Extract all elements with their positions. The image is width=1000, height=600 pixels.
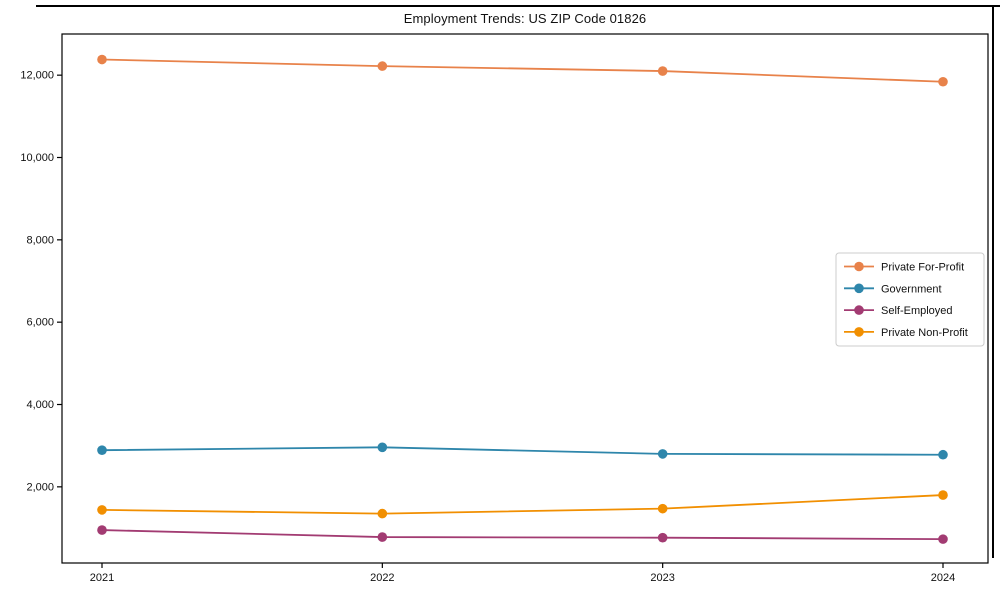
series-line-self-employed	[101, 529, 944, 541]
data-point	[938, 449, 948, 460]
legend-marker	[854, 261, 864, 272]
data-point	[657, 532, 668, 543]
data-point	[657, 503, 668, 514]
legend-marker	[854, 327, 864, 337]
data-point	[97, 54, 107, 65]
series-line-private-non-profit	[101, 494, 944, 515]
legend-marker	[854, 305, 864, 315]
legend-marker	[854, 283, 864, 294]
data-point	[938, 76, 948, 87]
data-point	[938, 490, 948, 500]
y-tick-label: 8,000	[26, 234, 54, 246]
legend-label: Self-Employed	[881, 305, 953, 317]
data-point	[377, 532, 388, 542]
data-point	[377, 61, 388, 71]
chart-title: Employment Trends: US ZIP Code 01826	[403, 11, 647, 26]
data-point	[377, 442, 388, 453]
data-point	[938, 534, 948, 544]
data-point	[97, 525, 107, 535]
y-tick-label: 2,000	[26, 481, 54, 493]
figure-border-right	[992, 5, 994, 558]
data-point	[97, 445, 107, 456]
data-point	[97, 505, 107, 515]
series-line-government	[101, 446, 944, 456]
figure-border-top	[36, 5, 1000, 7]
y-tick-label: 4,000	[26, 399, 54, 411]
plot-frame	[61, 33, 989, 564]
series-line-private-for-profit	[101, 58, 944, 83]
data-point	[657, 66, 668, 76]
y-tick-label: 12,000	[20, 70, 54, 82]
x-tick-label: 2022	[370, 572, 394, 584]
x-tick-label: 2021	[90, 572, 114, 584]
legend-box	[835, 252, 985, 347]
legend-label: Government	[881, 283, 942, 295]
x-tick-label: 2023	[650, 572, 674, 584]
data-point	[657, 449, 668, 459]
legend-label: Private Non-Profit	[881, 327, 968, 339]
y-tick-label: 6,000	[26, 317, 54, 329]
x-tick-label: 2024	[931, 572, 955, 584]
legend-label: Private For-Profit	[881, 262, 964, 274]
data-point	[377, 508, 388, 519]
y-tick-label: 10,000	[20, 152, 54, 164]
